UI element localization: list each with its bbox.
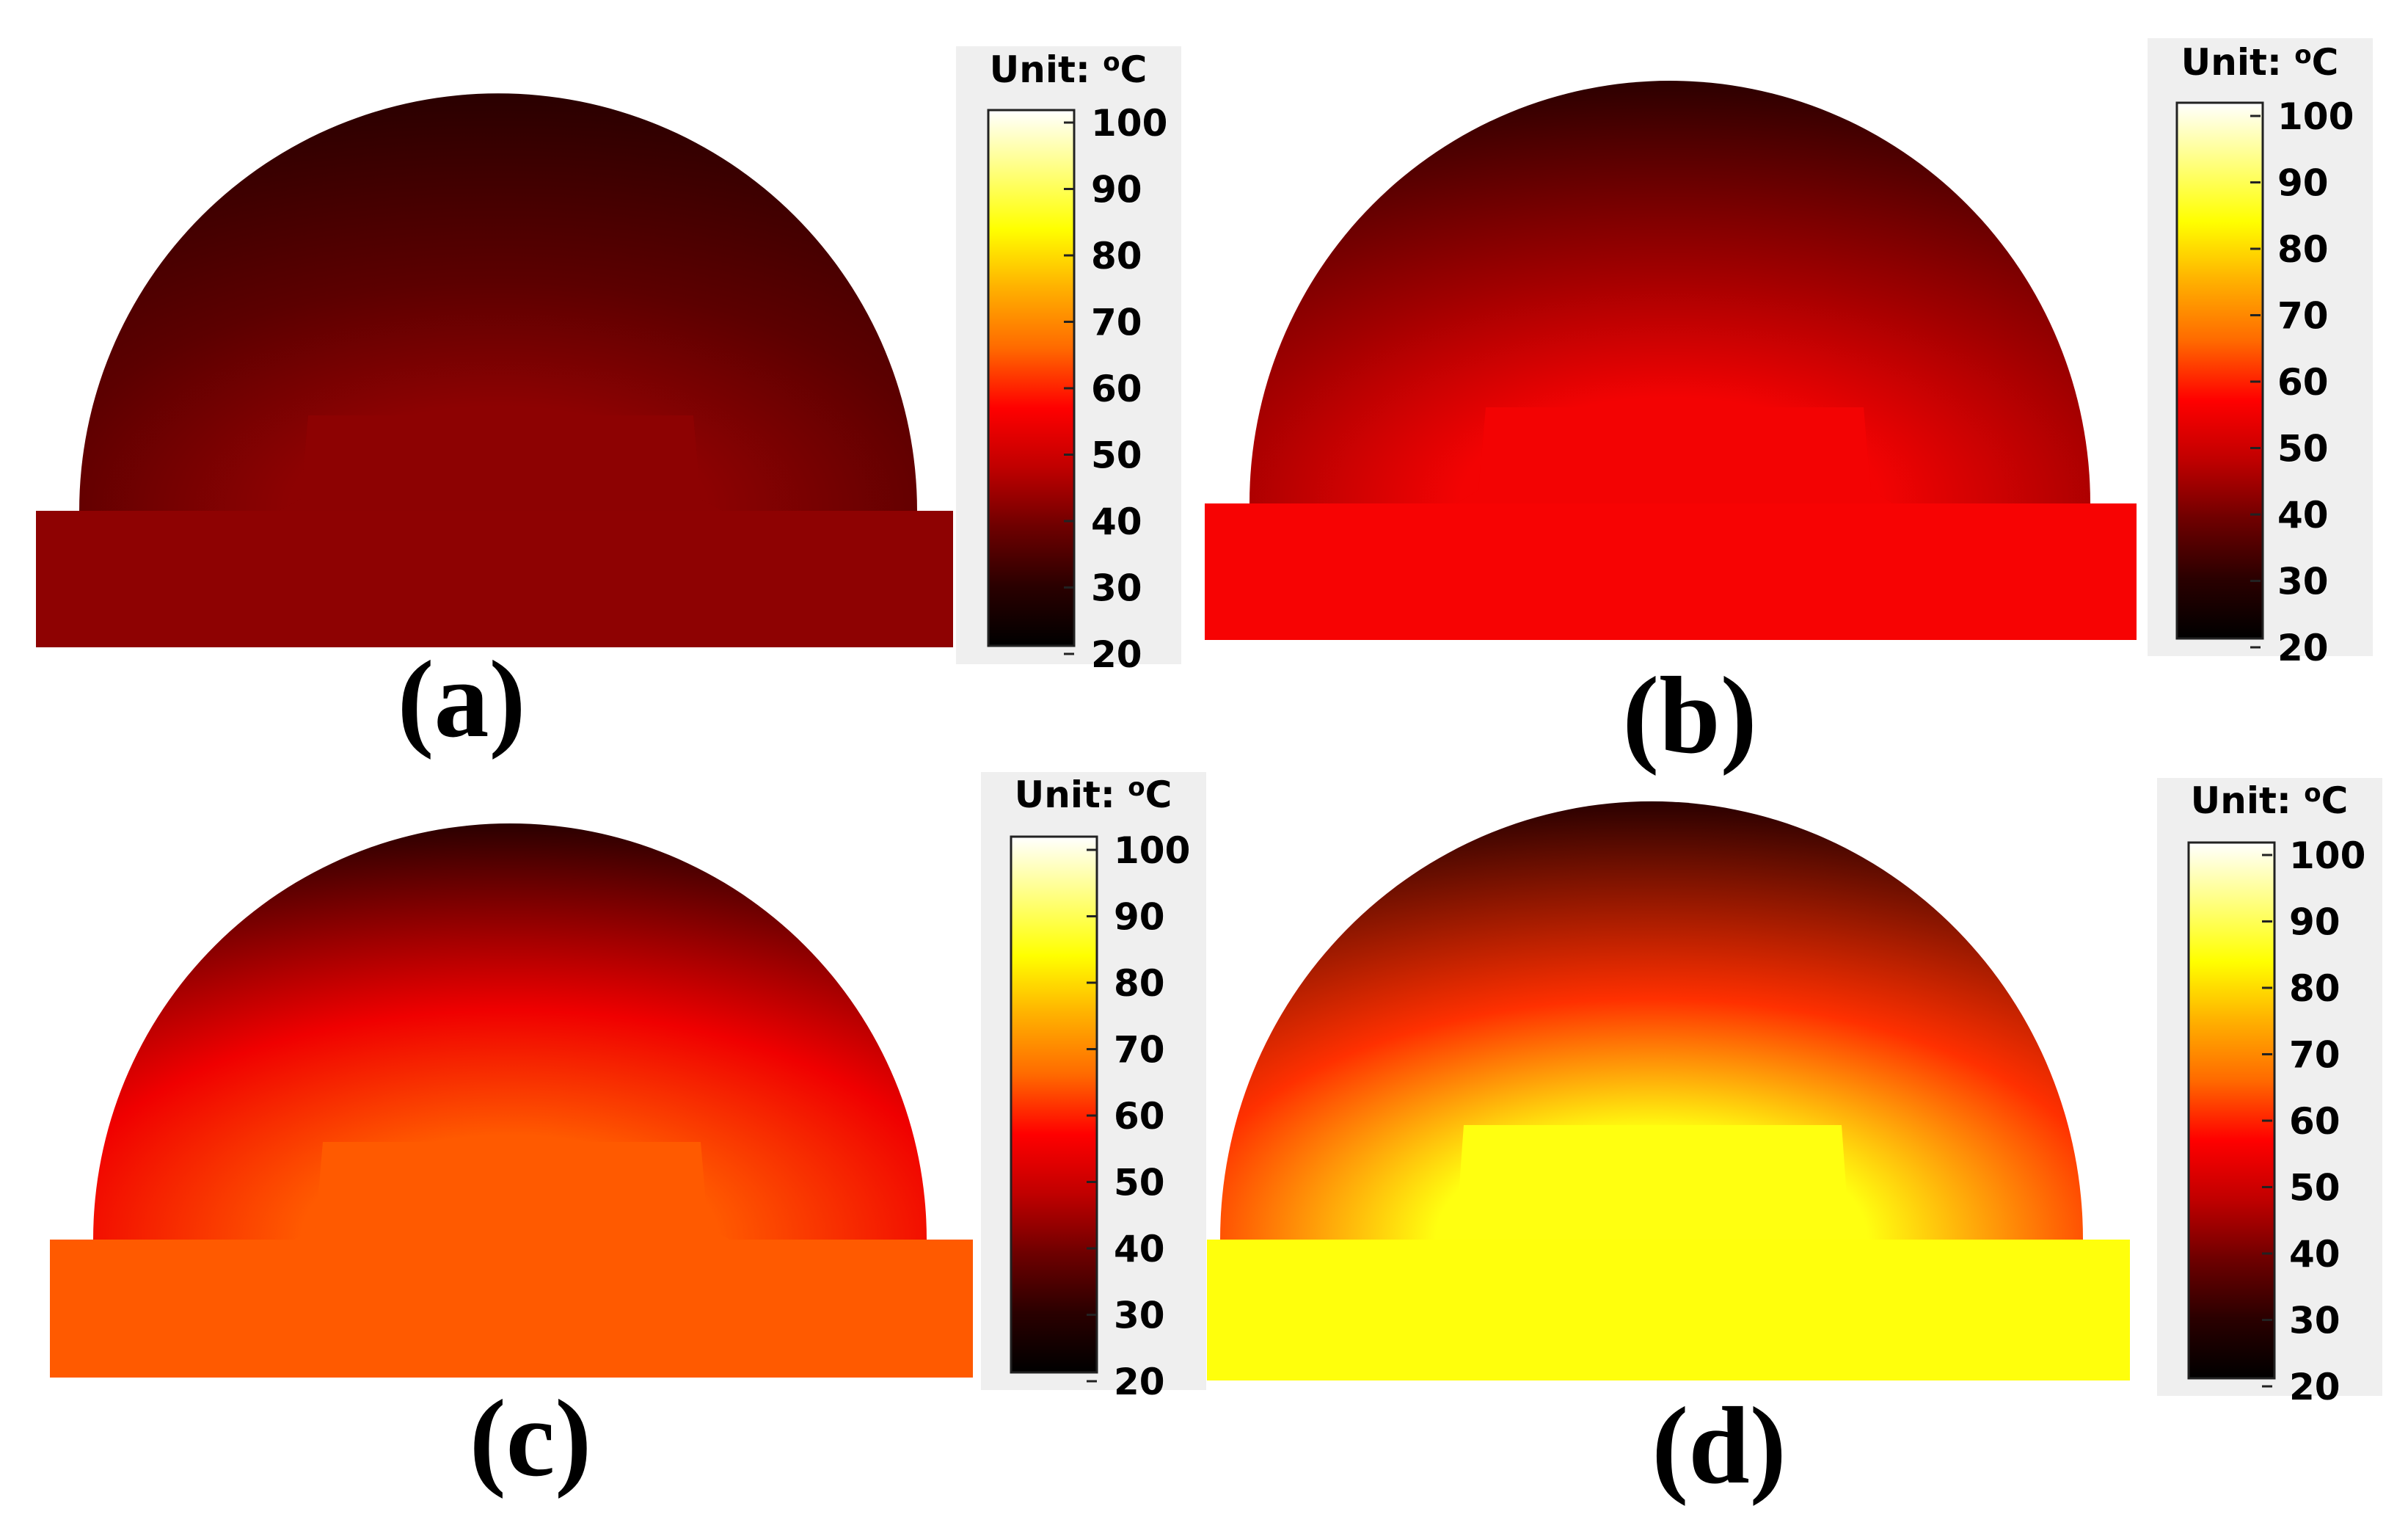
colorbar-tick-label: 30: [1114, 1295, 1165, 1337]
chip-step: [1456, 407, 1893, 503]
colorbar-tick-label: 50: [1091, 434, 1142, 477]
colorbar-unit: Unit: oC: [1015, 773, 1172, 816]
colorbar-tick-label: 40: [2289, 1233, 2340, 1276]
colorbar-tick-label: 40: [1091, 501, 1142, 543]
colorbar-tick-label: 90: [1114, 896, 1165, 939]
colorbar-tick-label: 70: [1114, 1029, 1165, 1072]
colorbar-tick-label: 80: [2289, 967, 2340, 1010]
colorbar-tick-label: 70: [2277, 295, 2329, 338]
colorbar-tick-label: 60: [1091, 368, 1142, 410]
colorbar-tick-label: 60: [2289, 1100, 2340, 1143]
temperature-map: [1207, 801, 2130, 1380]
colorbar-tick-label: 20: [1091, 633, 1142, 676]
colorbar-unit: Unit: oC: [2181, 40, 2339, 84]
colorbar: Unit: oC 100 90 80 70 60 50 40 30 20: [2148, 38, 2373, 669]
colorbar-gradient: [987, 109, 1076, 647]
colorbar-tick-label: 30: [2277, 561, 2329, 603]
temperature-map: [1205, 80, 2137, 640]
colorbar-tick-label: 60: [2277, 361, 2329, 404]
base-substrate: [1207, 1240, 2130, 1380]
panel-a: Unit: oC 100 90 80 70 60 50 40 30 20 (a): [36, 46, 1181, 760]
colorbar-gradient: [2187, 841, 2276, 1380]
colorbar-tick-label: 80: [2277, 228, 2329, 271]
colorbar-tick-label: 100: [2289, 834, 2365, 877]
colorbar-gradient: [1010, 835, 1098, 1374]
colorbar-tick-label: 20: [2277, 627, 2329, 669]
colorbar-tick-label: 100: [2277, 95, 2354, 138]
panel-label: (b): [1622, 655, 1756, 776]
colorbar-tick-label: 90: [2289, 901, 2340, 944]
colorbar-tick-label: 20: [1114, 1361, 1165, 1403]
colorbar-tick-label: 50: [2289, 1167, 2340, 1209]
panel-c: Unit: oC 100 90 80 70 60 50 40 30 20 (c): [50, 772, 1206, 1499]
panel-b: Unit: oC 100 90 80 70 60 50 40 30 20 (b): [1205, 38, 2373, 776]
colorbar-tick-label: 80: [1114, 962, 1165, 1005]
dome: [93, 823, 927, 1240]
colorbar-ticks: 100 90 80 70 60 50 40 30 20: [1064, 102, 1167, 676]
colorbar: Unit: oC 100 90 80 70 60 50 40 30 20: [2157, 778, 2382, 1408]
colorbar-tick-label: 30: [1091, 567, 1142, 610]
colorbar-tick-label: 90: [1091, 169, 1142, 211]
chip-step: [1434, 1125, 1871, 1240]
dome: [1220, 801, 2083, 1240]
colorbar-tick-label: 50: [2277, 428, 2329, 470]
dome: [1249, 80, 2090, 503]
colorbar-tick-label: 50: [1114, 1162, 1165, 1204]
base-substrate: [1205, 503, 2137, 640]
base-substrate: [36, 511, 953, 647]
colorbar-tick-label: 30: [2289, 1300, 2340, 1342]
temperature-map: [36, 93, 953, 647]
colorbar-tick-label: 60: [1114, 1095, 1165, 1138]
chip-step: [279, 415, 723, 511]
panel-d: Unit: oC 100 90 80 70 60 50 40 30 20 (d): [1207, 778, 2382, 1507]
colorbar-tick-label: 100: [1091, 102, 1167, 145]
colorbar-tick-label: 40: [2277, 494, 2329, 536]
colorbar-tick-label: 70: [1091, 302, 1142, 344]
colorbar: Unit: oC 100 90 80 70 60 50 40 30 20: [981, 772, 1206, 1403]
colorbar-tick-label: 100: [1114, 829, 1190, 872]
dome: [79, 93, 917, 512]
colorbar-ticks: 100 90 80 70 60 50 40 30 20: [2262, 834, 2365, 1408]
temperature-map: [50, 823, 973, 1378]
colorbar-tick-label: 70: [2289, 1034, 2340, 1077]
colorbar-ticks: 100 90 80 70 60 50 40 30 20: [2250, 95, 2354, 669]
panel-label: (a): [398, 639, 526, 760]
colorbar-tick-label: 80: [1091, 235, 1142, 277]
panel-label: (c): [470, 1378, 591, 1499]
colorbar-tick-label: 40: [1114, 1228, 1165, 1270]
colorbar-unit: Unit: oC: [990, 48, 1148, 91]
colorbar-ticks: 100 90 80 70 60 50 40 30 20: [1087, 829, 1190, 1403]
colorbar-unit: Unit: oC: [2191, 779, 2349, 822]
panel-label: (d): [1652, 1385, 1786, 1507]
colorbar-gradient: [2175, 101, 2264, 640]
chip-step: [293, 1142, 730, 1240]
colorbar-tick-label: 20: [2289, 1366, 2340, 1408]
base-substrate: [50, 1240, 973, 1378]
colorbar: Unit: oC 100 90 80 70 60 50 40 30 20: [956, 46, 1181, 676]
colorbar-tick-label: 90: [2277, 162, 2329, 205]
